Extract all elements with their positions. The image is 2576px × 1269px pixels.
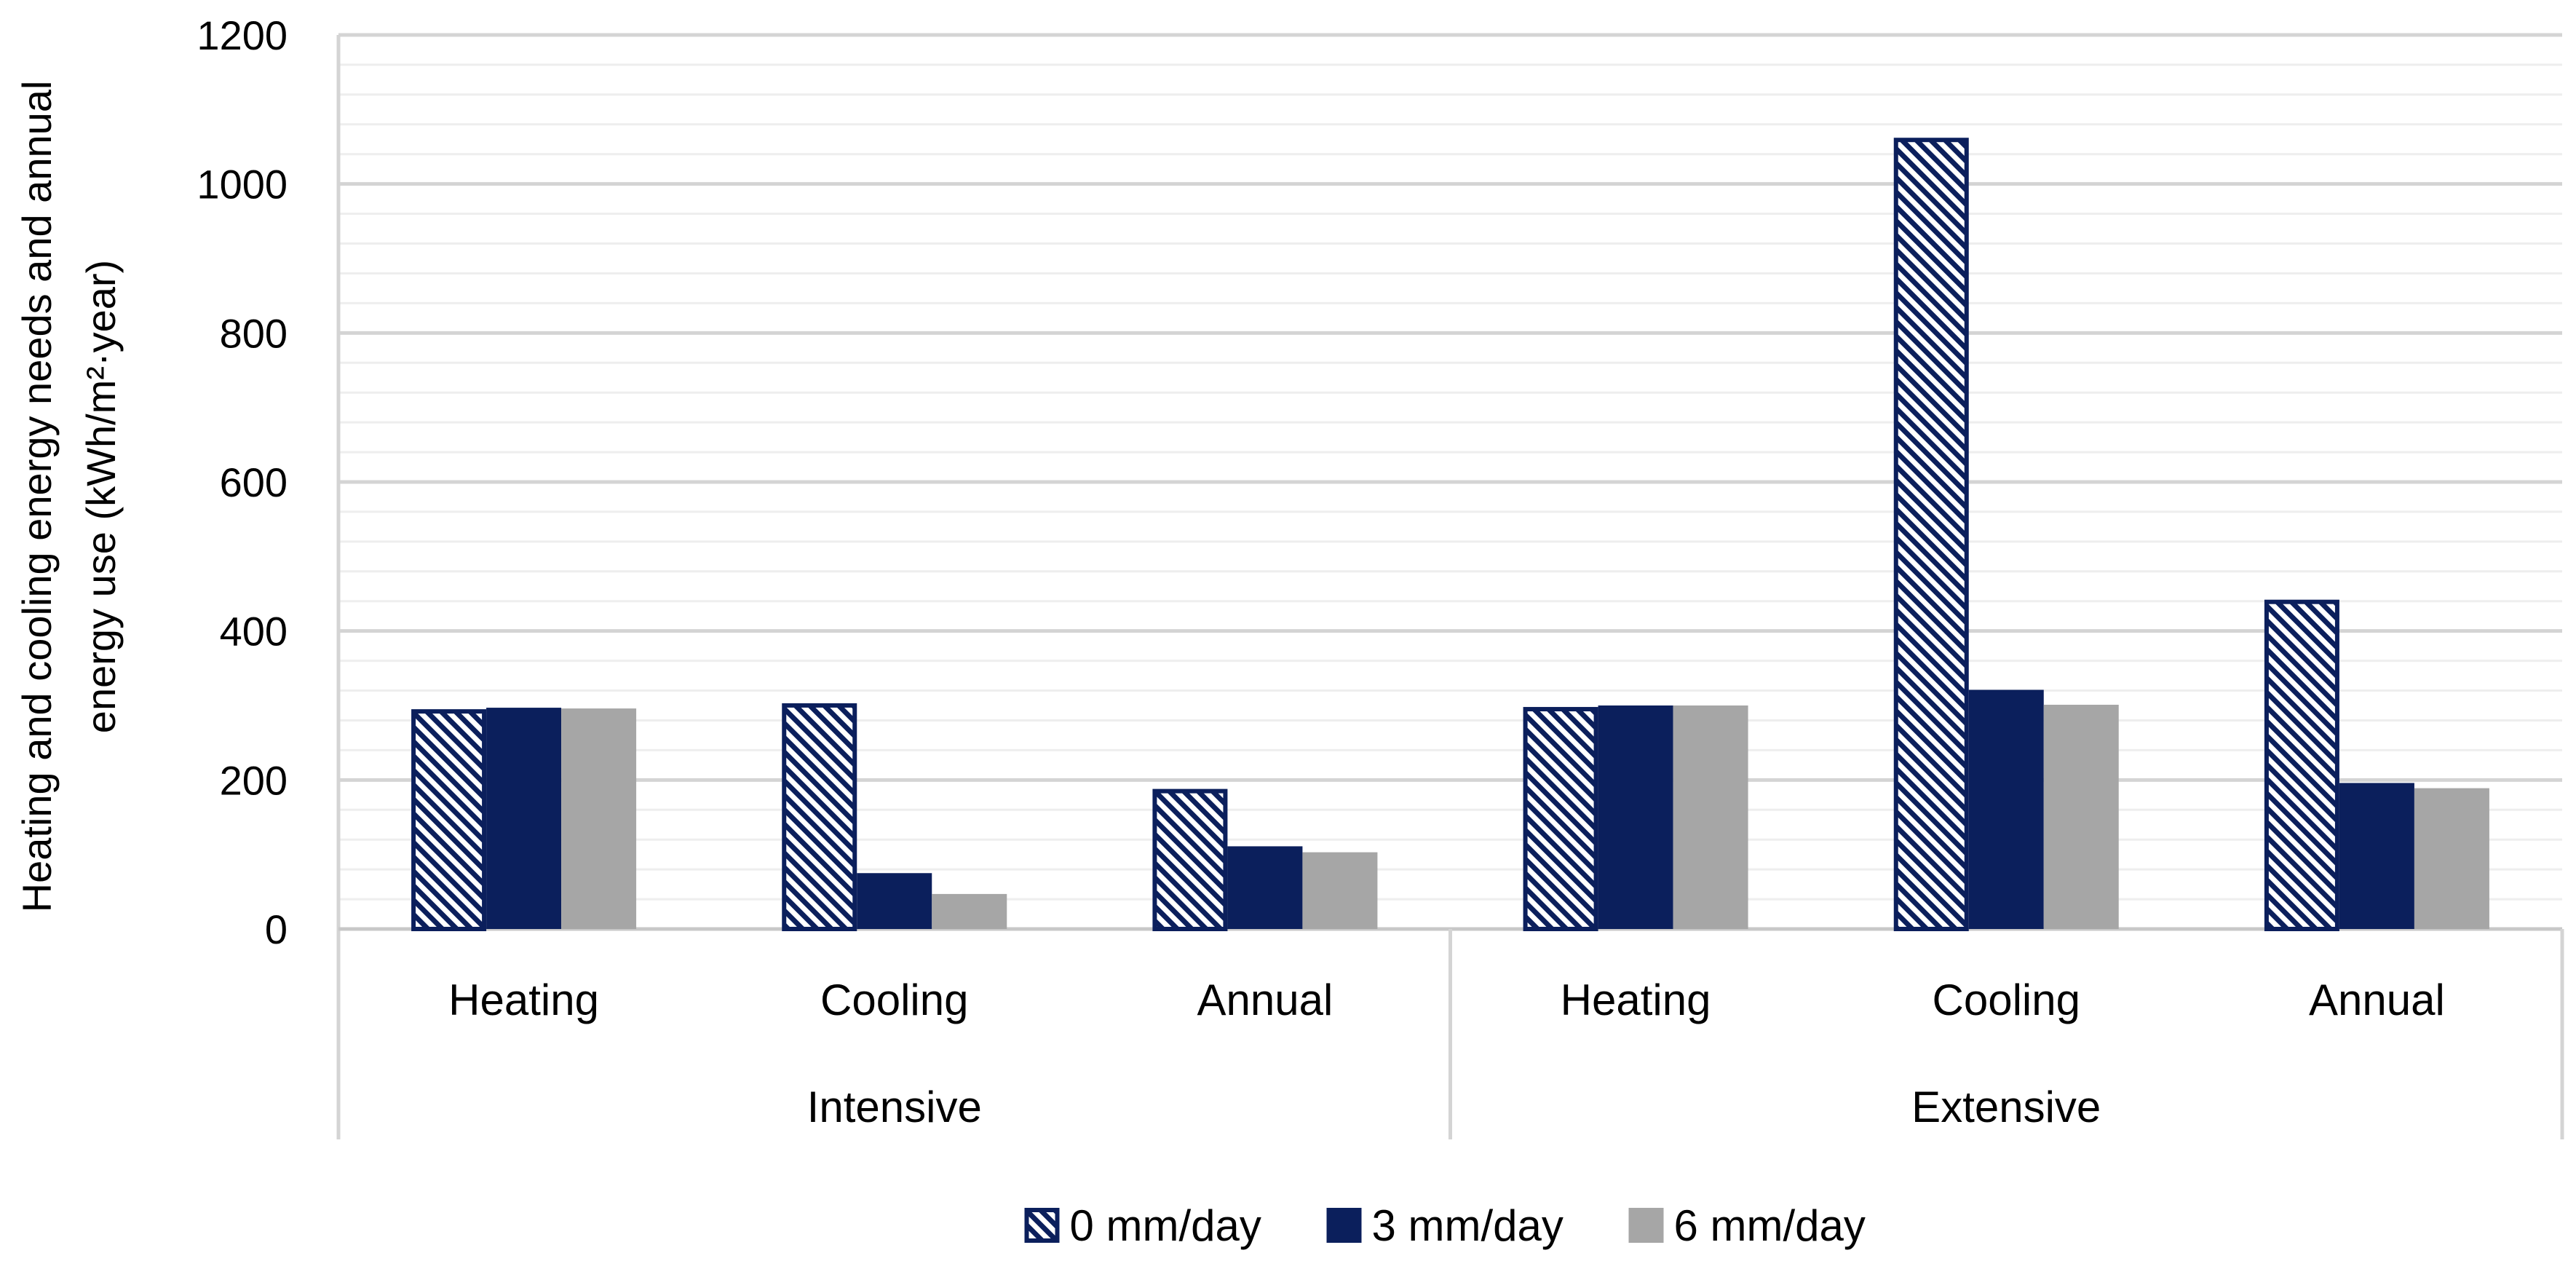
x-category-label: Cooling (820, 976, 968, 1024)
bar-0-mm-day (1523, 707, 1598, 932)
legend-swatch (1024, 1208, 1060, 1243)
x-group-label: Extensive (1911, 1083, 2101, 1131)
legend-item: 6 mm/day (1628, 1201, 1866, 1250)
y-tick-label: 200 (220, 757, 288, 803)
bar-6-mm-day (561, 708, 637, 929)
y-tick-label: 400 (220, 609, 288, 655)
bar-0-mm-day (1152, 788, 1228, 931)
bar-3-mm-day (1968, 689, 2044, 929)
bar-6-mm-day (932, 893, 1007, 929)
x-group-label: Intensive (807, 1083, 982, 1131)
bar-0-mm-day (2264, 599, 2339, 931)
bar-6-mm-day (2414, 788, 2489, 929)
bar-0-mm-day (782, 703, 857, 931)
bar-0-mm-day (411, 709, 487, 931)
x-category-label: Heating (1561, 976, 1711, 1024)
x-category-label: Cooling (1933, 976, 2080, 1024)
legend-label: 6 mm/day (1674, 1201, 1866, 1250)
x-category-label: Annual (2309, 976, 2445, 1024)
y-tick-label: 1200 (197, 12, 288, 58)
x-category-label: Annual (1197, 976, 1333, 1024)
legend-swatch (1628, 1208, 1664, 1243)
y-tick-label: 600 (220, 459, 288, 505)
bar-6-mm-day (1302, 852, 1378, 929)
y-tick-label: 0 (265, 906, 288, 952)
bar-3-mm-day (1598, 705, 1673, 929)
legend-label: 3 mm/day (1372, 1201, 1564, 1250)
y-axis-title-line: energy use (kWh/m²·year) (78, 260, 124, 733)
legend-item: 3 mm/day (1326, 1201, 1564, 1250)
bar-3-mm-day (2339, 783, 2414, 929)
legend-label: 0 mm/day (1070, 1201, 1261, 1250)
y-axis-title: Heating and cooling energy needs and ann… (14, 81, 124, 913)
bar-3-mm-day (857, 873, 932, 929)
x-category-label: Heating (448, 976, 599, 1024)
y-axis-title-line: Heating and cooling energy needs and ann… (14, 81, 60, 913)
y-tick-label: 800 (220, 310, 288, 356)
legend-swatch (1326, 1208, 1362, 1243)
legend-item: 0 mm/day (1024, 1201, 1261, 1250)
bar-6-mm-day (1673, 705, 1748, 929)
bar-6-mm-day (2043, 704, 2119, 929)
bar-0-mm-day (1893, 138, 1969, 932)
bar-3-mm-day (486, 708, 562, 929)
bar-3-mm-day (1227, 846, 1303, 929)
y-tick-label: 1000 (197, 162, 288, 207)
